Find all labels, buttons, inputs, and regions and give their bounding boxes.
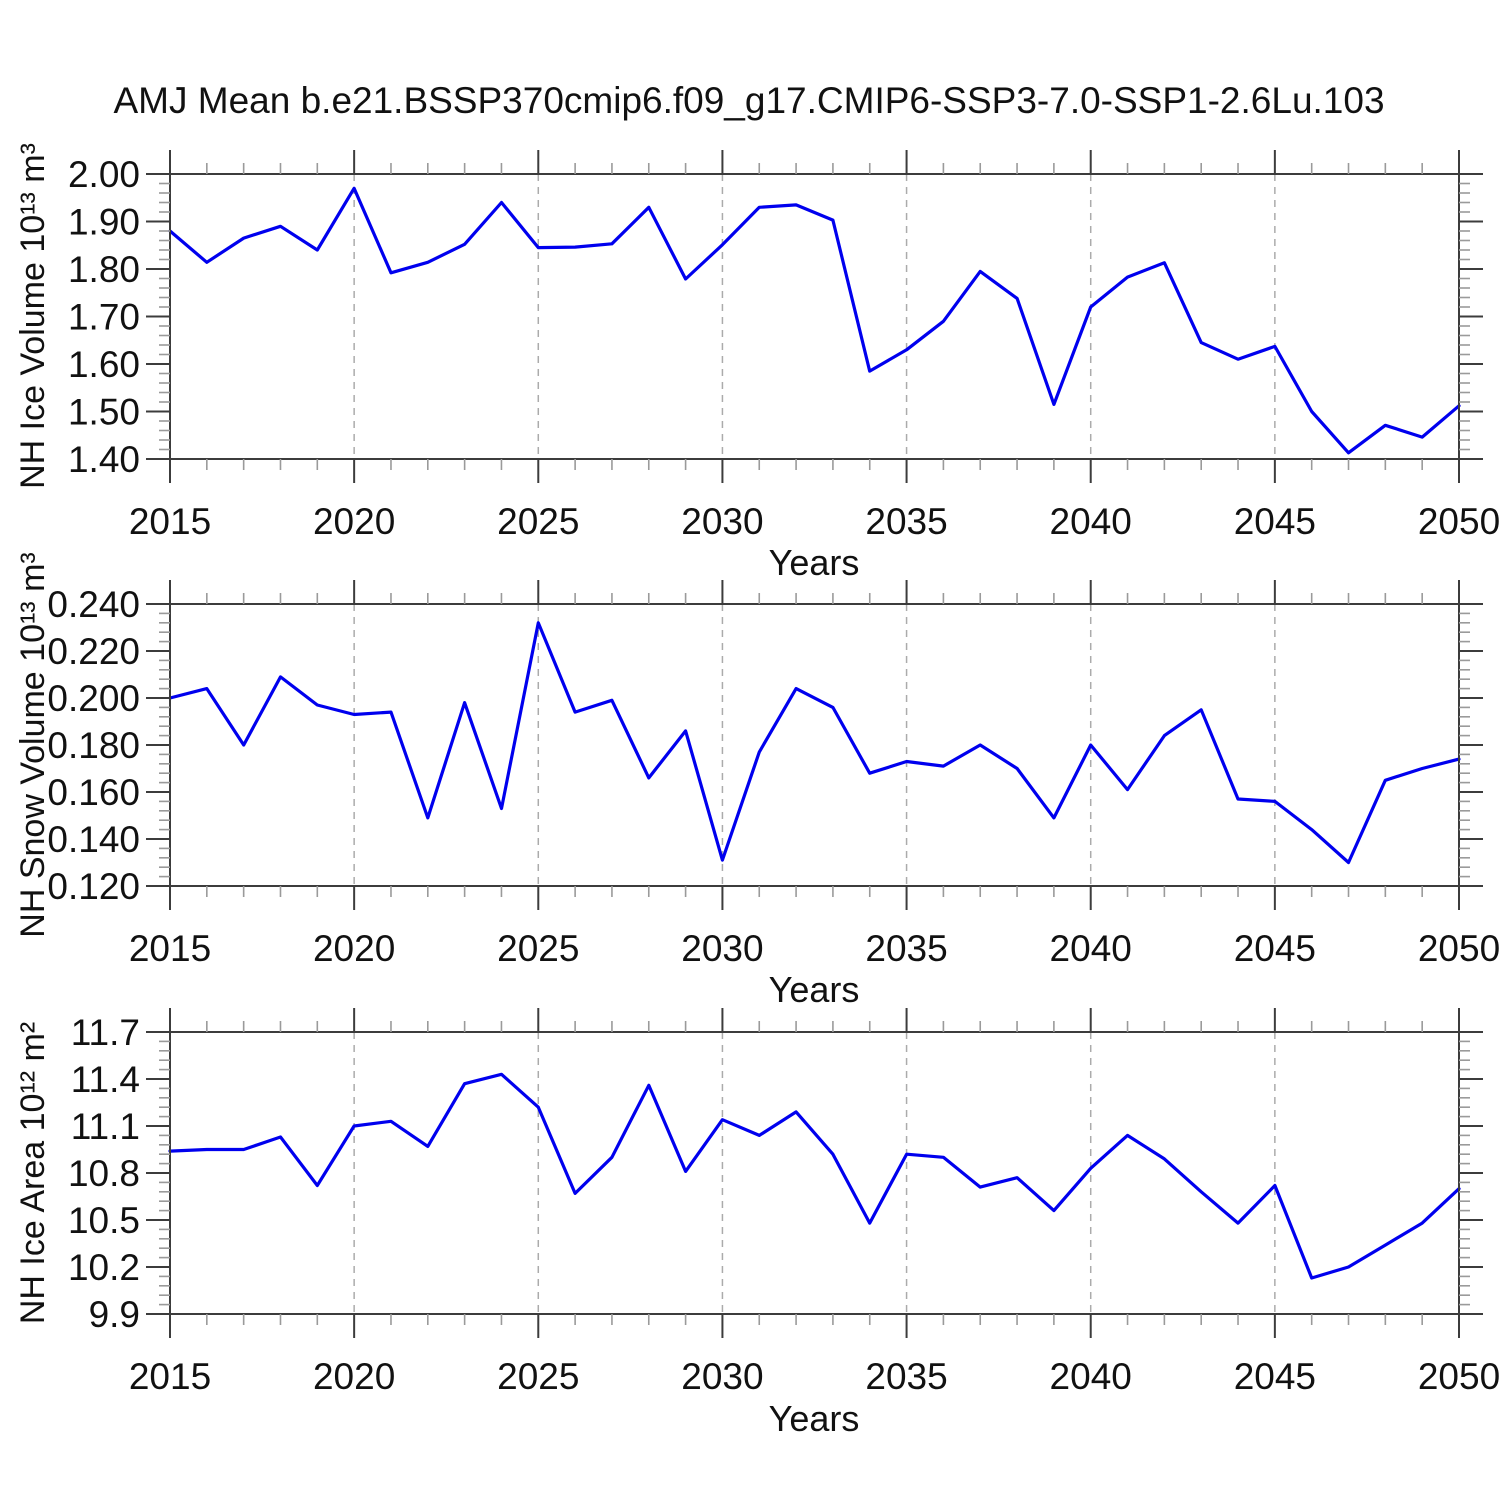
y-axis-title-ice-area: NH Ice Area 10¹² m² (14, 1022, 52, 1324)
x-tick-label: 2015 (129, 1356, 211, 1397)
series-line (168, 621, 1461, 865)
x-tick-label: 2015 (129, 928, 211, 969)
panel-ice-volume: NH Ice Volume 10¹³ m³ 2.00 1.90 1.80 1.70 1.… (14, 143, 1500, 583)
x-tick-label: 2040 (1050, 928, 1132, 969)
plot-area-ice-area: 11.7 11.4 11.1 10.8 10.5 10.2 9.9 2015 2020 2025 2… (68, 1008, 1500, 1397)
y-tick-label: 1.90 (68, 202, 140, 243)
x-tick-label: 2025 (497, 1356, 579, 1397)
x-tick-label: 2035 (865, 928, 947, 969)
y-tick-label: 11.7 (71, 1012, 140, 1053)
x-tick-label: 2045 (1234, 928, 1316, 969)
plot-frame (169, 173, 1460, 460)
y-tick-label: 10.8 (68, 1153, 140, 1194)
x-axis-title-snow-volume: Years (769, 969, 860, 1010)
y-axis-title-snow-volume: NH Snow Volume 10¹³ m³ (14, 552, 52, 937)
plot-area-snow-volume: 0.240 0.220 0.200 0.180 0.160 0.140 0.120 2015 2… (47, 580, 1500, 969)
y-tick-label: 1.70 (68, 297, 140, 338)
y-tick-label: 0.160 (47, 772, 140, 813)
y-tick-label: 0.140 (47, 819, 140, 860)
x-tick-label: 2045 (1234, 501, 1316, 542)
x-tick-label: 2020 (313, 1356, 395, 1397)
y-tick-label: 0.120 (47, 866, 140, 907)
x-tick-label: 2035 (865, 501, 947, 542)
x-tick-label: 2030 (681, 928, 763, 969)
plot-area-ice-volume: 2.00 1.90 1.80 1.70 1.60 1.50 1.40 2015 2020 2025… (68, 150, 1500, 542)
x-tick-label: 2020 (313, 501, 395, 542)
x-tick-label: 2020 (313, 928, 395, 969)
plot-frame (169, 1031, 1460, 1315)
panel-ice-area: NH Ice Area 10¹² m² 11.7 11.4 11.1 10.8 10.5… (14, 1008, 1500, 1439)
x-tick-label: 2050 (1418, 928, 1500, 969)
y-tick-label: 9.9 (89, 1294, 140, 1335)
x-tick-label: 2040 (1050, 501, 1132, 542)
x-tick-label: 2030 (681, 501, 763, 542)
plot-frame (169, 603, 1460, 887)
y-tick-label: 0.180 (47, 725, 140, 766)
y-tick-label: 1.60 (68, 344, 140, 385)
x-tick-label: 2025 (497, 501, 579, 542)
x-tick-label: 2050 (1418, 1356, 1500, 1397)
y-tick-label: 10.5 (68, 1200, 140, 1241)
x-tick-label: 2030 (681, 1356, 763, 1397)
chart-title: AMJ Mean b.e21.BSSP370cmip6.f09_g17.CMIP… (113, 80, 1384, 121)
y-tick-label: 11.1 (71, 1106, 140, 1147)
x-tick-label: 2050 (1418, 501, 1500, 542)
y-tick-label: 1.50 (68, 392, 140, 433)
x-tick-label: 2015 (129, 501, 211, 542)
x-tick-label: 2040 (1050, 1356, 1132, 1397)
series-line (168, 1072, 1461, 1280)
y-tick-label: 1.80 (68, 249, 140, 290)
series-line (168, 186, 1461, 455)
y-tick-label: 2.00 (68, 154, 140, 195)
y-axis-title-ice-volume: NH Ice Volume 10¹³ m³ (14, 143, 52, 489)
y-tick-label: 10.2 (68, 1247, 140, 1288)
y-tick-label: 0.200 (47, 678, 140, 719)
y-tick-label: 0.240 (47, 584, 140, 625)
x-tick-label: 2035 (865, 1356, 947, 1397)
x-axis-title-ice-area: Years (769, 1398, 860, 1439)
y-tick-label: 0.220 (47, 631, 140, 672)
y-tick-label: 11.4 (71, 1059, 140, 1100)
x-axis-title-ice-volume: Years (769, 542, 860, 583)
x-tick-label: 2045 (1234, 1356, 1316, 1397)
x-tick-label: 2025 (497, 928, 579, 969)
y-tick-label: 1.40 (68, 439, 140, 480)
panel-snow-volume: NH Snow Volume 10¹³ m³ 0.2400.2200.2000.… (14, 552, 1500, 1010)
